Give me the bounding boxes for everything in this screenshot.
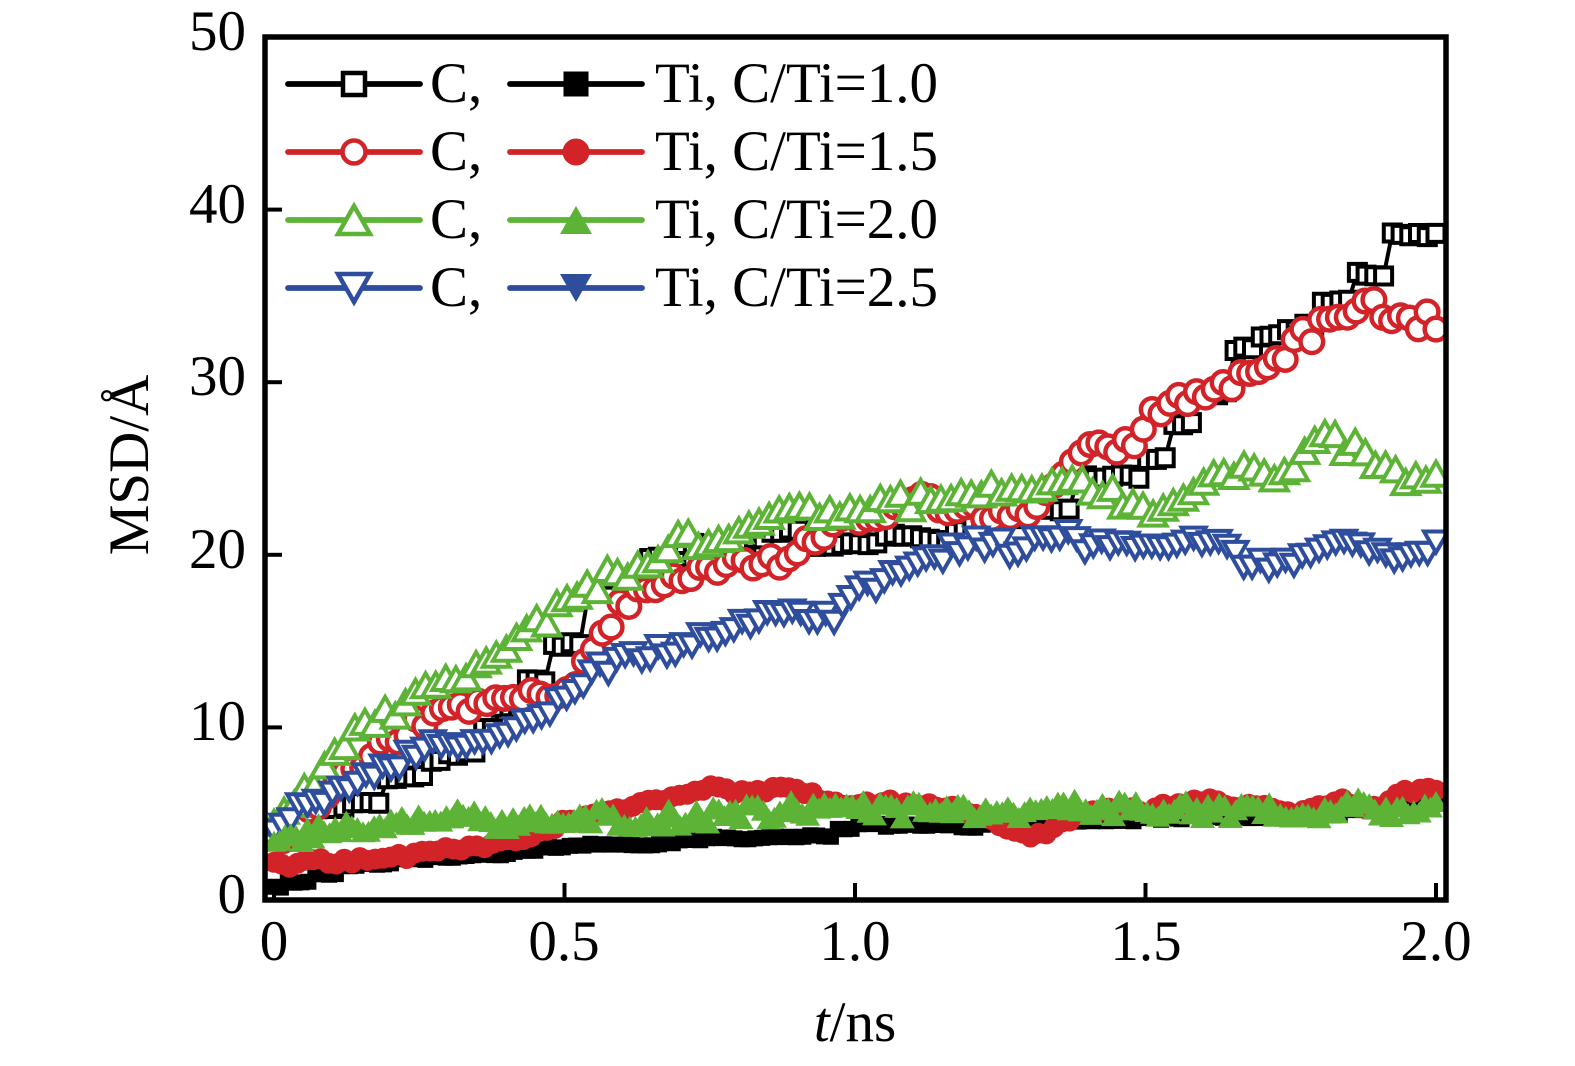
svg-text:C,: C,: [430, 188, 482, 251]
svg-text:0: 0: [218, 863, 247, 926]
svg-text:0.5: 0.5: [528, 910, 599, 973]
svg-text:0: 0: [260, 910, 289, 973]
svg-text:C,: C,: [430, 120, 482, 183]
svg-text:C,: C,: [430, 256, 482, 319]
svg-text:MSD/Å: MSD/Å: [98, 375, 161, 556]
svg-text:50: 50: [189, 0, 246, 63]
svg-text:Ti, C/Ti=1.0: Ti, C/Ti=1.0: [655, 52, 938, 115]
svg-text:1.5: 1.5: [1110, 910, 1181, 973]
svg-text:40: 40: [189, 173, 246, 236]
svg-text:20: 20: [189, 518, 246, 581]
svg-text:C,: C,: [430, 52, 482, 115]
svg-text:Ti, C/Ti=2.5: Ti, C/Ti=2.5: [655, 256, 938, 319]
svg-text:10: 10: [189, 690, 246, 753]
svg-text:Ti, C/Ti=1.5: Ti, C/Ti=1.5: [655, 120, 938, 183]
svg-text:1.0: 1.0: [819, 910, 890, 973]
svg-text:t/ns: t/ns: [814, 991, 896, 1054]
svg-text:30: 30: [189, 345, 246, 408]
svg-text:2.0: 2.0: [1400, 910, 1471, 973]
svg-text:Ti, C/Ti=2.0: Ti, C/Ti=2.0: [655, 188, 938, 251]
